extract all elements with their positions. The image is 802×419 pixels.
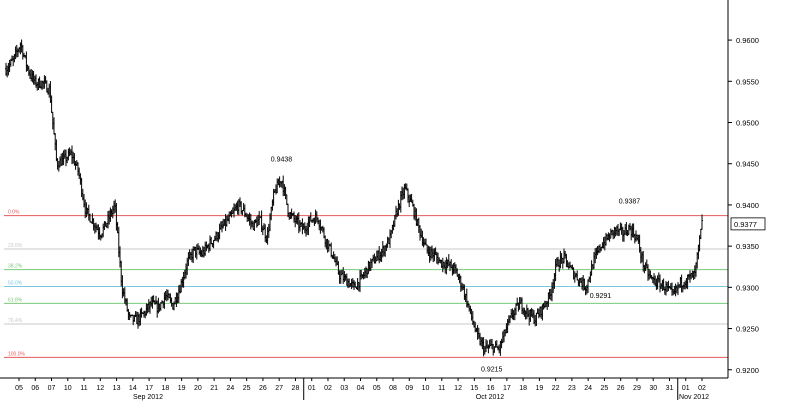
- x-tick-label: 22: [552, 385, 560, 392]
- x-tick-label: 19: [178, 385, 186, 392]
- x-tick-label: 25: [243, 385, 251, 392]
- x-tick-label: 09: [405, 385, 413, 392]
- x-tick-label: 26: [617, 385, 625, 392]
- x-tick-label: 21: [210, 385, 218, 392]
- price-annotation: 0.9291: [590, 293, 612, 300]
- last-price-box: [730, 217, 766, 231]
- price-annotation: 0.9438: [271, 157, 293, 164]
- price-annotation: 0.9215: [481, 366, 503, 373]
- candles: [5, 39, 703, 357]
- x-tick-label: 14: [129, 385, 137, 392]
- fib-label: 76.4%: [8, 318, 23, 324]
- x-tick-label: 07: [48, 385, 56, 392]
- fib-label: 100.0%: [8, 351, 26, 357]
- x-tick-label: 27: [275, 385, 283, 392]
- x-tick-label: 18: [161, 385, 169, 392]
- x-tick-label: 11: [438, 385, 445, 392]
- x-tick-label: 11: [80, 385, 87, 392]
- month-label: Nov 2012: [679, 394, 709, 401]
- last-price-label: 0.9377: [734, 220, 757, 229]
- y-tick-label: 0.9500: [736, 119, 759, 128]
- x-tick-label: 04: [357, 385, 365, 392]
- fib-label: 50.0%: [8, 281, 23, 287]
- x-tick-label: 24: [227, 385, 235, 392]
- y-tick-label: 0.9200: [736, 366, 759, 375]
- x-tick-label: 03: [340, 385, 348, 392]
- y-tick-label: 0.9350: [736, 242, 759, 251]
- y-tick-label: 0.9250: [736, 325, 759, 334]
- x-tick-label: 25: [601, 385, 609, 392]
- x-tick-label: 05: [15, 385, 23, 392]
- fib-label: 23.6%: [8, 243, 23, 249]
- x-tick-label: 12: [96, 385, 104, 392]
- y-tick-label: 0.9600: [736, 36, 759, 45]
- x-tick-label: 24: [584, 385, 592, 392]
- y-tick-label: 0.9450: [736, 160, 759, 169]
- y-tick-label: 0.9400: [736, 201, 759, 210]
- x-tick-label: 01: [308, 385, 316, 392]
- y-tick-label: 0.9550: [736, 77, 759, 86]
- x-tick-label: 30: [649, 385, 657, 392]
- y-tick-label: 0.9300: [736, 283, 759, 292]
- x-tick-label: 29: [633, 385, 641, 392]
- x-tick-label: 15: [470, 385, 478, 392]
- x-tick-label: 17: [145, 385, 153, 392]
- x-tick-label: 02: [698, 385, 706, 392]
- x-tick-label: 18: [519, 385, 527, 392]
- x-tick-label: 08: [389, 385, 397, 392]
- fib-label: 61.8%: [8, 297, 23, 303]
- x-tick-label: 28: [292, 385, 300, 392]
- x-tick-label: 26: [259, 385, 267, 392]
- x-tick-label: 10: [64, 385, 72, 392]
- price-annotation: 0.9387: [619, 199, 641, 206]
- month-label: Oct 2012: [476, 394, 505, 401]
- price-annotations: 0.9438 0.9387 0.9291 0.9215: [271, 157, 641, 374]
- month-label: Sep 2012: [133, 394, 163, 401]
- x-tick-label: 16: [487, 385, 495, 392]
- fib-label: 38.2%: [8, 264, 23, 270]
- x-tick-label: 17: [503, 385, 511, 392]
- x-tick-label: 06: [31, 385, 39, 392]
- x-tick-label: 02: [324, 385, 332, 392]
- x-tick-label: 20: [194, 385, 202, 392]
- x-tick-label: 05: [373, 385, 381, 392]
- x-tick-label: 19: [535, 385, 543, 392]
- fib-label: 0.0%: [8, 210, 20, 216]
- x-tick-label: 23: [568, 385, 576, 392]
- x-tick-label: 12: [454, 385, 462, 392]
- x-tick-label: 13: [113, 385, 121, 392]
- x-tick-label: 01: [682, 385, 690, 392]
- x-tick-label: 31: [666, 385, 674, 392]
- axes: 0.9600 0.9550 0.9500 0.9450 0.9400 0.9350 0.93…: [0, 0, 766, 401]
- x-tick-label: 10: [422, 385, 430, 392]
